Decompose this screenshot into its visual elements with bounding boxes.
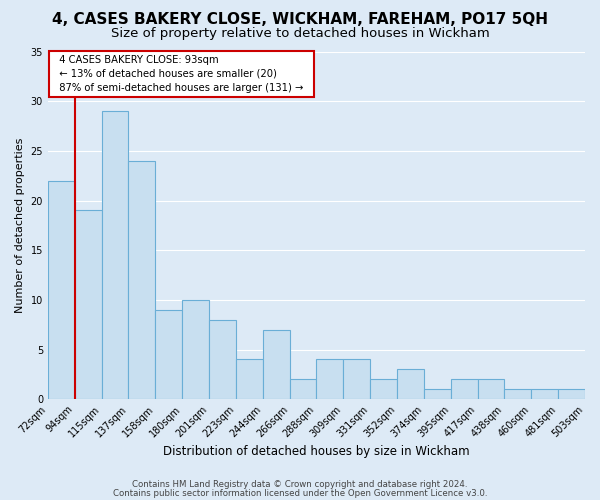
Bar	[370, 380, 397, 399]
Bar	[451, 380, 478, 399]
Bar	[75, 210, 101, 399]
Bar	[48, 180, 75, 399]
Bar	[101, 111, 128, 399]
Bar	[316, 360, 343, 399]
Bar	[424, 389, 451, 399]
Bar	[397, 370, 424, 399]
Text: Contains public sector information licensed under the Open Government Licence v3: Contains public sector information licen…	[113, 489, 487, 498]
Bar	[182, 300, 209, 399]
Bar	[263, 330, 290, 399]
Bar	[478, 380, 505, 399]
Bar	[236, 360, 263, 399]
Text: Contains HM Land Registry data © Crown copyright and database right 2024.: Contains HM Land Registry data © Crown c…	[132, 480, 468, 489]
Text: 4 CASES BAKERY CLOSE: 93sqm
  ← 13% of detached houses are smaller (20)
  87% of: 4 CASES BAKERY CLOSE: 93sqm ← 13% of det…	[53, 55, 310, 93]
Bar	[531, 389, 558, 399]
Bar	[209, 320, 236, 399]
Bar	[128, 161, 155, 399]
Y-axis label: Number of detached properties: Number of detached properties	[15, 138, 25, 313]
X-axis label: Distribution of detached houses by size in Wickham: Distribution of detached houses by size …	[163, 444, 470, 458]
Bar	[290, 380, 316, 399]
Bar	[155, 310, 182, 399]
Bar	[558, 389, 585, 399]
Text: 4, CASES BAKERY CLOSE, WICKHAM, FAREHAM, PO17 5QH: 4, CASES BAKERY CLOSE, WICKHAM, FAREHAM,…	[52, 12, 548, 28]
Bar	[343, 360, 370, 399]
Bar	[505, 389, 531, 399]
Text: Size of property relative to detached houses in Wickham: Size of property relative to detached ho…	[110, 28, 490, 40]
